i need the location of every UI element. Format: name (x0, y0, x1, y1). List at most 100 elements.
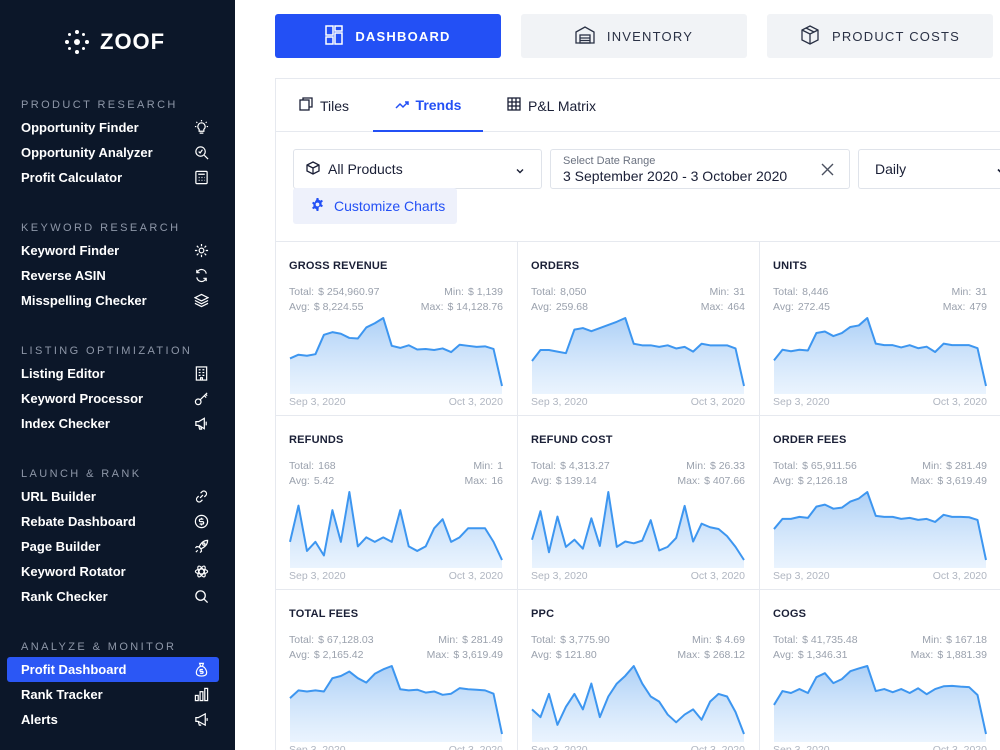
section-title: LAUNCH & RANK (21, 468, 142, 480)
x-end-label: Oct 3, 2020 (932, 744, 987, 750)
chart-card[interactable]: TOTAL FEES Total: $ 67,128.03 Avg: $ 2,165.4… (276, 590, 518, 750)
chart-title: COGS (773, 608, 807, 620)
area-chart (773, 665, 987, 742)
stat-total: Total: $ 41,735.48 (773, 634, 858, 646)
chart-card[interactable]: ORDERS Total: 8,050 Avg: 259.68 Min: 31 Max: 464… (518, 242, 760, 416)
stat-avg-value: $ 121.80 (555, 649, 597, 661)
sidebar-item-label: Alerts (21, 712, 58, 727)
sidebar-item-profit-dashboard[interactable]: Profit Dashboard (7, 657, 219, 682)
tab-product-costs[interactable]: PRODUCT COSTS (767, 14, 993, 58)
area-chart (289, 491, 503, 568)
chart-series-line (531, 665, 745, 735)
stat-min-value: $ 26.33 (709, 460, 745, 472)
chart-title: REFUNDS (289, 434, 344, 446)
chart-area-fill (532, 492, 744, 568)
chart-area-fill (774, 492, 986, 568)
stat-total: Total: $ 3,775.90 (531, 634, 610, 646)
chart-card[interactable]: REFUND COST Total: $ 4,313.27 Avg: $ 139.14 M… (518, 416, 760, 590)
sidebar-item-opportunity-finder[interactable]: Opportunity Finder (0, 115, 235, 140)
x-start-label: Sep 3, 2020 (773, 744, 830, 750)
reverse-icon (193, 268, 209, 284)
products-value: All Products (328, 161, 403, 177)
stat-max-value: $ 1,881.39 (937, 649, 987, 661)
tab-pl-matrix[interactable]: P&L Matrix (507, 79, 596, 132)
stat-avg-value: 5.42 (313, 475, 335, 487)
stat-min: Min: 1 (473, 460, 503, 472)
sidebar-item-misspelling-checker[interactable]: Misspelling Checker (0, 288, 235, 313)
section-title: PRODUCT RESEARCH (21, 99, 178, 111)
chart-card[interactable]: REFUNDS Total: 168 Avg: 5.42 Min: 1 Max: 16 Sep 3… (276, 416, 518, 590)
sidebar-item-rank-checker[interactable]: Rank Checker (0, 584, 235, 609)
chart-series-line (773, 317, 987, 387)
chart-series-line (289, 317, 503, 387)
tab-tiles[interactable]: Tiles (299, 79, 349, 132)
stat-total: Total: 8,446 (773, 286, 829, 298)
stat-max: Max: $ 14,128.76 (420, 301, 503, 313)
chart-card[interactable]: ORDER FEES Total: $ 65,911.56 Avg: $ 2,126.1… (760, 416, 1000, 590)
sidebar-item-keyword-finder[interactable]: Keyword Finder (0, 238, 235, 263)
clear-date-button[interactable] (821, 163, 834, 179)
x-start-label: Sep 3, 2020 (289, 570, 346, 582)
rocket-icon (193, 539, 209, 555)
money-bag-icon (193, 662, 209, 678)
stat-avg-value: $ 2,126.18 (797, 475, 848, 487)
x-start-label: Sep 3, 2020 (531, 396, 588, 408)
sidebar-item-url-builder[interactable]: URL Builder (0, 484, 235, 509)
tab-dashboard[interactable]: DASHBOARD (275, 14, 501, 58)
x-start-label: Sep 3, 2020 (531, 570, 588, 582)
sidebar-item-reverse-asin[interactable]: Reverse ASIN (0, 263, 235, 288)
sidebar-item-keyword-processor[interactable]: Keyword Processor (0, 386, 235, 411)
stat-max-value: 16 (491, 475, 503, 487)
sidebar-item-alerts[interactable]: Alerts (0, 707, 235, 732)
date-range-value: 3 September 2020 - 3 October 2020 (563, 168, 788, 184)
sidebar-item-listing-editor[interactable]: Listing Editor (0, 361, 235, 386)
sidebar-item-label: Rank Tracker (21, 687, 103, 702)
sidebar: ZOOF PRODUCT RESEARCH Opportunity Finder… (0, 0, 235, 750)
chart-title: ORDER FEES (773, 434, 847, 446)
stat-max-value: 479 (969, 301, 987, 313)
chart-card[interactable]: GROSS REVENUE Total: $ 254,960.97 Avg: $ 8,2… (276, 242, 518, 416)
sidebar-item-opportunity-analyzer[interactable]: Opportunity Analyzer (0, 140, 235, 165)
sidebar-item-keyword-rotator[interactable]: Keyword Rotator (0, 559, 235, 584)
products-select[interactable]: All Products (293, 149, 542, 189)
logo[interactable]: ZOOF (62, 27, 165, 57)
layers-icon (193, 293, 209, 309)
chart-area-fill (532, 666, 744, 742)
tab-trends[interactable]: Trends (373, 79, 483, 132)
x-end-label: Oct 3, 2020 (690, 570, 745, 582)
tab-label: INVENTORY (606, 28, 694, 44)
bullhorn-icon (193, 712, 209, 728)
chart-card[interactable]: UNITS Total: 8,446 Avg: 272.45 Min: 31 Max: 479 S… (760, 242, 1000, 416)
sidebar-item-page-builder[interactable]: Page Builder (0, 534, 235, 559)
tab-inventory[interactable]: INVENTORY (521, 14, 747, 58)
tab-label: DASHBOARD (355, 28, 451, 44)
stat-avg-value: $ 2,165.42 (313, 649, 364, 661)
stat-total: Total: $ 65,911.56 (773, 460, 857, 472)
customize-charts-button[interactable]: Customize Charts (293, 188, 457, 224)
chart-series-line (289, 665, 503, 735)
bulb-icon (193, 120, 209, 136)
area-chart (289, 317, 503, 394)
stat-min: Min: 31 (951, 286, 987, 298)
stat-max-value: $ 14,128.76 (447, 301, 503, 313)
area-chart (773, 491, 987, 568)
sidebar-item-label: Page Builder (21, 539, 101, 554)
chart-card[interactable]: PPC Total: $ 3,775.90 Avg: $ 121.80 Min: $ 4.6… (518, 590, 760, 750)
tab-label: P&L Matrix (528, 97, 596, 114)
date-range-picker[interactable]: Select Date Range 3 September 2020 - 3 O… (550, 149, 850, 189)
sidebar-item-profit-calculator[interactable]: Profit Calculator (0, 165, 235, 190)
customize-label: Customize Charts (334, 198, 446, 214)
x-end-label: Oct 3, 2020 (690, 744, 745, 750)
sidebar-item-rebate-dashboard[interactable]: Rebate Dashboard (0, 509, 235, 534)
calculator-icon (193, 170, 209, 186)
chart-card[interactable]: COGS Total: $ 41,735.48 Avg: $ 1,346.31 Min: $… (760, 590, 1000, 750)
section-title: LISTING OPTIMIZATION (21, 345, 193, 357)
sidebar-item-index-checker[interactable]: Index Checker (0, 411, 235, 436)
x-start-label: Sep 3, 2020 (773, 396, 830, 408)
building-icon (193, 366, 209, 382)
sidebar-item-label: Reverse ASIN (21, 268, 106, 283)
interval-select[interactable]: Daily (858, 149, 1000, 189)
chart-title: UNITS (773, 260, 807, 272)
stat-max-value: $ 268.12 (704, 649, 745, 661)
sidebar-item-rank-tracker[interactable]: Rank Tracker (0, 682, 235, 707)
